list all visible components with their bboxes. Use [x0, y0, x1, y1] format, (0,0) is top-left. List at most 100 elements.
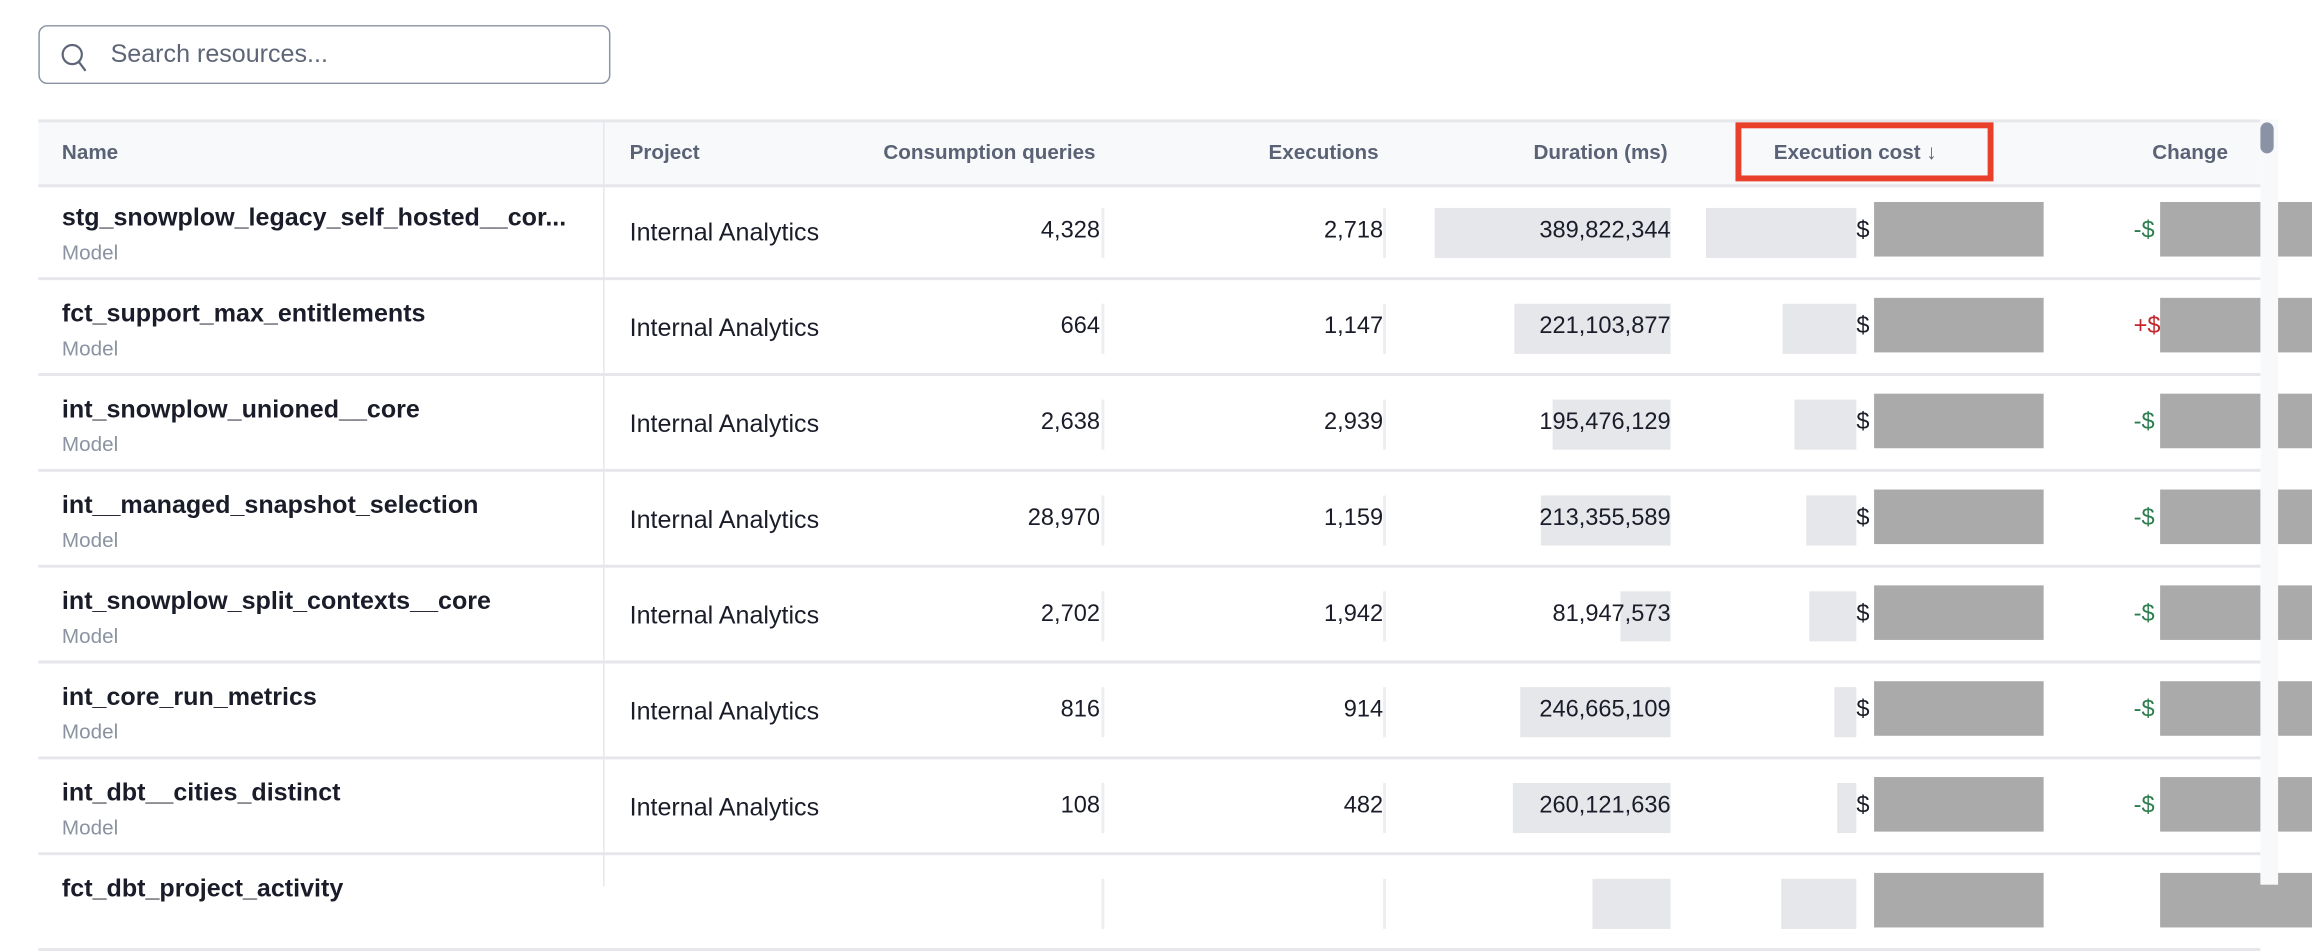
column-header-duration[interactable]: Duration (ms) [1533, 140, 1668, 164]
column-header-change[interactable]: Change [2152, 140, 2228, 164]
queries-bar [1101, 782, 1105, 834]
duration-bar [1434, 207, 1671, 259]
queries-bar [1101, 591, 1105, 642]
change-prefix: -$ [2133, 409, 2155, 435]
queries-bar [1101, 878, 1105, 929]
cost-prefix: $ [1856, 218, 1870, 244]
column-header-executions[interactable]: Executions [1268, 140, 1379, 164]
redacted-cost [1874, 393, 2044, 449]
cost-bar [1806, 495, 1857, 546]
column-header-project[interactable]: Project [629, 140, 700, 164]
change-prefix: -$ [2133, 218, 2155, 244]
resource-name[interactable]: fct_support_max_entitlements [61, 299, 426, 328]
queries-bar [1101, 687, 1105, 738]
redacted-cost [1874, 202, 2044, 257]
executions-cell: 914 [1343, 697, 1384, 723]
resource-type: Model [61, 719, 119, 744]
cost-bar [1783, 303, 1857, 354]
resource-name[interactable]: fct_dbt_project_activity [61, 874, 344, 903]
cost-prefix: $ [1856, 314, 1870, 340]
column-header-name[interactable]: Name [61, 140, 119, 164]
queries-cell: 4,328 [1040, 218, 1100, 244]
column-header-consumption-queries[interactable]: Consumption queries [883, 140, 1096, 164]
cost-bar [1705, 207, 1857, 259]
redacted-change [2160, 393, 2312, 449]
resource-name[interactable]: int_dbt__cities_distinct [61, 778, 341, 807]
search-box[interactable] [38, 25, 611, 85]
duration-bar [1592, 878, 1671, 929]
duration-cell: 213,355,589 [1539, 505, 1671, 531]
resource-name[interactable]: int_snowplow_unioned__core [61, 395, 420, 424]
resource-type: Model [61, 527, 119, 552]
queries-bar [1101, 399, 1105, 450]
executions-bar [1383, 495, 1387, 546]
redacted-cost [1874, 489, 2044, 545]
change-prefix: -$ [2133, 601, 2155, 627]
scrollbar-track[interactable] [2260, 119, 2279, 885]
resource-name[interactable]: int_core_run_metrics [61, 682, 317, 711]
queries-cell: 816 [1060, 697, 1100, 723]
executions-cell: 2,718 [1324, 218, 1384, 244]
redacted-cost [1874, 777, 2044, 832]
scrollbar-thumb[interactable] [2260, 122, 2274, 154]
executions-cell: 482 [1343, 793, 1384, 819]
sorted-column-highlight [1735, 122, 1994, 182]
column-header-execution-cost[interactable]: Execution cost ↓ [1773, 140, 1937, 164]
table-row[interactable]: int__managed_snapshot_selection Model In… [38, 472, 2312, 568]
queries-cell: 2,702 [1040, 601, 1100, 627]
resource-type: Model [61, 432, 119, 456]
duration-cell: 389,822,344 [1539, 218, 1671, 244]
cost-prefix: $ [1856, 793, 1870, 819]
duration-bar [1512, 782, 1671, 834]
cost-bar [1834, 687, 1857, 738]
table-row[interactable]: int_core_run_metrics Model Internal Anal… [38, 664, 2312, 760]
executions-bar [1383, 207, 1387, 259]
project-cell: Internal Analytics [629, 601, 820, 630]
resource-type: Model [61, 815, 119, 839]
cost-prefix: $ [1856, 697, 1870, 723]
executions-bar [1383, 591, 1387, 642]
redacted-change [2160, 681, 2312, 736]
table-row[interactable]: stg_snowplow_legacy_self_hosted__cor... … [38, 184, 2312, 281]
search-icon [61, 43, 87, 72]
change-prefix: -$ [2133, 793, 2155, 819]
cost-prefix: $ [1856, 601, 1870, 627]
change-prefix: -$ [2133, 697, 2155, 723]
project-cell: Internal Analytics [629, 505, 820, 534]
duration-cell: 195,476,129 [1539, 409, 1671, 435]
duration-cell: 81,947,573 [1552, 601, 1671, 627]
change-prefix: +$ [2133, 314, 2161, 340]
resource-name[interactable]: int__managed_snapshot_selection [61, 491, 479, 520]
resource-name[interactable]: int_snowplow_split_contexts__core [61, 586, 491, 615]
project-cell: Internal Analytics [629, 793, 820, 822]
project-cell: Internal Analytics [629, 409, 820, 438]
resource-type: Model [61, 336, 119, 360]
queries-bar [1101, 303, 1105, 354]
duration-cell: 260,121,636 [1539, 793, 1671, 819]
table-row[interactable]: int_snowplow_unioned__core Model Interna… [38, 376, 2312, 472]
redacted-change [2160, 297, 2312, 353]
table-row[interactable]: int_dbt__cities_distinct Model Internal … [38, 759, 2312, 856]
executions-cell: 1,147 [1324, 314, 1384, 340]
table-row[interactable]: fct_dbt_project_activity [38, 855, 2312, 951]
resource-type: Model [61, 623, 119, 648]
queries-bar [1101, 207, 1105, 259]
duration-bar [1540, 495, 1671, 546]
queries-cell: 28,970 [1027, 505, 1100, 531]
queries-cell: 2,638 [1040, 409, 1100, 435]
redacted-cost [1874, 681, 2044, 736]
table-row[interactable]: fct_support_max_entitlements Model Inter… [38, 280, 2312, 376]
queries-cell: 664 [1060, 314, 1100, 340]
resource-name[interactable]: stg_snowplow_legacy_self_hosted__cor... [61, 203, 567, 232]
executions-cell: 1,159 [1324, 505, 1384, 531]
redacted-change [2160, 489, 2312, 545]
queries-cell: 108 [1060, 793, 1100, 819]
cost-prefix: $ [1856, 505, 1870, 531]
search-input[interactable] [110, 26, 583, 83]
cost-bar [1794, 399, 1857, 450]
executions-bar [1383, 303, 1387, 354]
executions-bar [1383, 399, 1387, 450]
column-divider [603, 119, 605, 887]
table-row[interactable]: int_snowplow_split_contexts__core Model … [38, 568, 2312, 664]
change-prefix: -$ [2133, 505, 2155, 531]
